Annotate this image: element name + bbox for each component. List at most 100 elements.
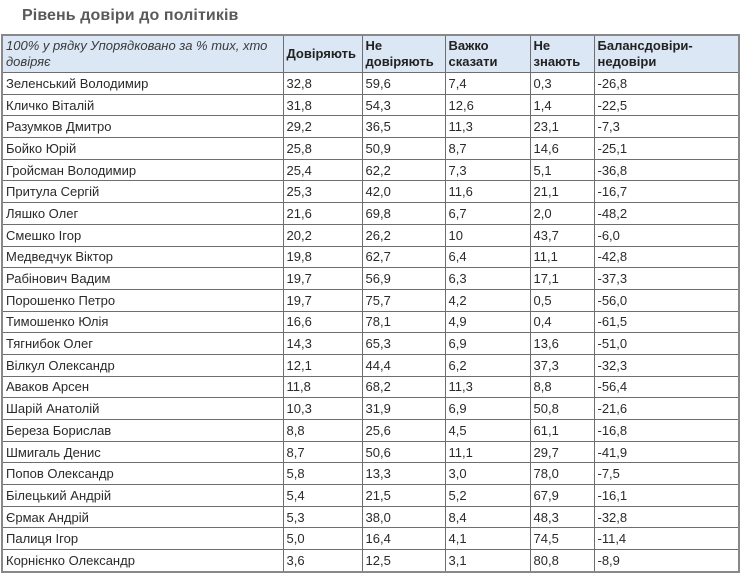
cell-distrust: 38,0 [361,505,446,529]
cell-balance: -25,1 [593,137,740,160]
cell-trust: 3,6 [282,549,363,573]
cell-hard-to-say: 12,6 [444,93,531,117]
table-row: Притула Сергій 25,3 42,0 11,6 21,1 -16,7 [1,180,740,204]
cell-name: Бойко Юрій [1,137,284,160]
cell-dont-know: 0,3 [529,72,595,95]
cell-dont-know: 67,9 [529,484,595,507]
cell-balance: -41,9 [593,440,740,464]
cell-hard-to-say: 11,6 [444,180,531,204]
table-row: Порошенко Петро 19,7 75,7 4,2 0,5 -56,0 [1,288,740,312]
cell-hard-to-say: 7,3 [444,158,531,182]
cell-name: Ляшко Олег [1,202,284,225]
cell-distrust: 42,0 [361,180,446,204]
cell-balance: -7,5 [593,462,740,486]
cell-dont-know: 8,8 [529,375,595,399]
cell-hard-to-say: 6,2 [444,353,531,377]
table-row: Медведчук Віктор 19,8 62,7 6,4 11,1 -42,8 [1,245,740,269]
cell-name: Тимошенко Юлія [1,310,284,334]
table-row: Білецький Андрій 5,4 21,5 5,2 67,9 -16,1 [1,484,740,507]
cell-dont-know: 80,8 [529,549,595,573]
cell-name: Смешко Ігор [1,223,284,247]
cell-trust: 31,8 [282,93,363,117]
cell-distrust: 26,2 [361,223,446,247]
cell-trust: 25,3 [282,180,363,204]
cell-dont-know: 14,6 [529,137,595,160]
table-row: Корнієнко Олександр 3,6 12,5 3,1 80,8 -8,9 [1,549,740,573]
cell-name: Шмигаль Денис [1,440,284,464]
cell-dont-know: 74,5 [529,527,595,551]
cell-name: Вілкул Олександр [1,353,284,377]
cell-distrust: 12,5 [361,549,446,573]
cell-name: Гройсман Володимир [1,158,284,182]
cell-balance: -8,9 [593,549,740,573]
cell-balance: -48,2 [593,202,740,225]
cell-name: Кличко Віталій [1,93,284,117]
cell-distrust: 62,2 [361,158,446,182]
cell-hard-to-say: 6,9 [444,397,531,420]
cell-trust: 19,8 [282,245,363,269]
header-lead-note: 100% у рядку Упорядковано за % тих, хто … [1,34,284,73]
cell-dont-know: 21,1 [529,180,595,204]
cell-trust: 32,8 [282,72,363,95]
cell-name: Рабінович Вадим [1,267,284,290]
cell-name: Порошенко Петро [1,288,284,312]
cell-hard-to-say: 8,7 [444,137,531,160]
table-row: Разумков Дмитро 29,2 36,5 11,3 23,1 -7,3 [1,115,740,139]
cell-name: Береза Борислав [1,419,284,442]
cell-trust: 5,8 [282,462,363,486]
cell-dont-know: 1,4 [529,93,595,117]
cell-balance: -16,1 [593,484,740,507]
table-row: Гройсман Володимир 25,4 62,2 7,3 5,1 -36,8 [1,158,740,182]
cell-name: Зеленський Володимир [1,72,284,95]
page-title: Рівень довіри до політиків [22,7,239,24]
cell-trust: 12,1 [282,353,363,377]
cell-balance: -7,3 [593,115,740,139]
cell-hard-to-say: 4,9 [444,310,531,334]
cell-distrust: 62,7 [361,245,446,269]
cell-dont-know: 23,1 [529,115,595,139]
cell-hard-to-say: 11,3 [444,115,531,139]
cell-balance: -37,3 [593,267,740,290]
cell-hard-to-say: 6,3 [444,267,531,290]
cell-balance: -22,5 [593,93,740,117]
cell-hard-to-say: 4,1 [444,527,531,551]
table-row: Єрмак Андрій 5,3 38,0 8,4 48,3 -32,8 [1,505,740,529]
table-header: 100% у рядку Упорядковано за % тих, хто … [1,34,740,73]
cell-hard-to-say: 6,7 [444,202,531,225]
cell-dont-know: 50,8 [529,397,595,420]
cell-balance: -36,8 [593,158,740,182]
cell-name: Білецький Андрій [1,484,284,507]
cell-balance: -56,4 [593,375,740,399]
cell-distrust: 50,6 [361,440,446,464]
cell-hard-to-say: 11,3 [444,375,531,399]
cell-name: Корнієнко Олександр [1,549,284,573]
cell-balance: -51,0 [593,332,740,355]
cell-name: Тягнибок Олег [1,332,284,355]
cell-distrust: 31,9 [361,397,446,420]
header-row: 100% у рядку Упорядковано за % тих, хто … [1,34,740,73]
cell-distrust: 65,3 [361,332,446,355]
cell-distrust: 50,9 [361,137,446,160]
cell-dont-know: 11,1 [529,245,595,269]
cell-hard-to-say: 4,5 [444,419,531,442]
cell-trust: 21,6 [282,202,363,225]
cell-name: Попов Олександр [1,462,284,486]
cell-dont-know: 0,4 [529,310,595,334]
cell-name: Шарій Анатолій [1,397,284,420]
cell-distrust: 56,9 [361,267,446,290]
cell-balance: -6,0 [593,223,740,247]
cell-trust: 5,0 [282,527,363,551]
cell-trust: 29,2 [282,115,363,139]
cell-distrust: 54,3 [361,93,446,117]
cell-trust: 16,6 [282,310,363,334]
cell-trust: 25,4 [282,158,363,182]
cell-dont-know: 37,3 [529,353,595,377]
table-row: Аваков Арсен 11,8 68,2 11,3 8,8 -56,4 [1,375,740,399]
cell-hard-to-say: 6,9 [444,332,531,355]
table-row: Шарій Анатолій 10,3 31,9 6,9 50,8 -21,6 [1,397,740,420]
cell-hard-to-say: 11,1 [444,440,531,464]
cell-hard-to-say: 3,1 [444,549,531,573]
cell-dont-know: 61,1 [529,419,595,442]
cell-trust: 14,3 [282,332,363,355]
table-row: Попов Олександр 5,8 13,3 3,0 78,0 -7,5 [1,462,740,486]
